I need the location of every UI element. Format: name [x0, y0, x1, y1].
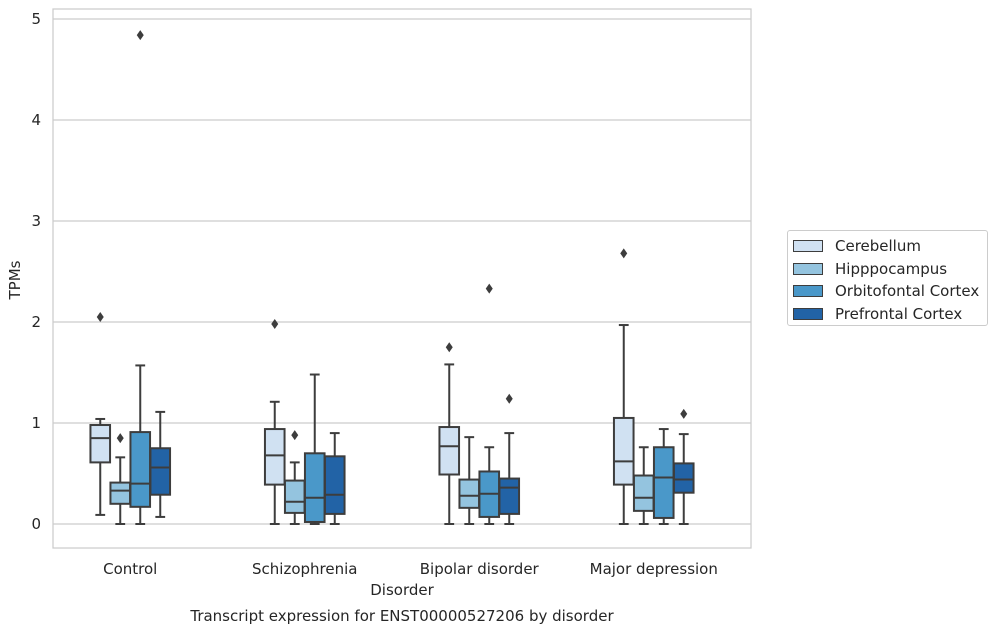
legend-label: Orbitofontal Cortex: [835, 282, 980, 301]
y-tick-labels: 0 1 2 3 4 5: [31, 10, 41, 533]
box-hipppocampus: [283, 430, 306, 525]
box-cerebellum: [89, 311, 112, 516]
y-tick-label: 2: [31, 313, 41, 331]
box-iqr: [632, 474, 655, 512]
legend-label: Prefrontal Cortex: [835, 304, 963, 323]
outlier-point: [136, 30, 144, 41]
box-iqr: [652, 446, 675, 519]
outlier-point: [96, 311, 104, 322]
box-prefrontal-cortex: [149, 410, 172, 518]
box-iqr: [458, 478, 481, 509]
outlier-point: [680, 408, 688, 419]
box-iqr: [149, 447, 172, 496]
outlier-point: [505, 393, 513, 404]
y-tick-label: 0: [31, 515, 41, 533]
box-iqr: [438, 426, 461, 476]
box-orbitofontal-cortex: [652, 428, 675, 525]
x-tick-labels: Control Schizophrenia Bipolar disorder Majo…: [103, 560, 718, 578]
plot-area-frame: [52, 8, 752, 549]
legend-label: Cerebellum: [835, 237, 921, 256]
box-hipppocampus: [458, 436, 481, 525]
box-orbitofontal-cortex: [303, 373, 326, 525]
x-tick-label: Schizophrenia: [252, 560, 357, 578]
legend-swatch: [793, 307, 823, 320]
box-cerebellum: [438, 342, 461, 525]
box-hipppocampus: [109, 433, 132, 525]
box-prefrontal-cortex: [323, 432, 346, 525]
legend-swatch: [793, 285, 823, 298]
box-iqr: [303, 452, 326, 523]
y-tick-label: 4: [31, 111, 41, 129]
legend-label: Hipppocampus: [835, 259, 948, 278]
outlier-point: [620, 248, 628, 259]
boxes: [89, 30, 695, 525]
x-axis-label: Disorder: [370, 581, 434, 599]
box-iqr: [323, 455, 346, 515]
box-cerebellum: [612, 248, 635, 525]
box-iqr: [672, 462, 695, 494]
box-iqr: [129, 431, 152, 508]
box-iqr: [498, 477, 521, 515]
outlier-point: [445, 342, 453, 353]
box-hipppocampus: [632, 446, 655, 525]
chart-title: Transcript expression for ENST0000052720…: [189, 607, 614, 625]
gridlines: [53, 18, 751, 525]
x-tick-label: Control: [103, 560, 157, 578]
outlier-point: [271, 319, 279, 330]
y-tick-label: 5: [31, 10, 41, 28]
y-tick-label: 1: [31, 414, 41, 432]
box-iqr: [109, 481, 132, 505]
outlier-point: [291, 430, 299, 441]
legend-item: Prefrontal Cortex: [793, 303, 987, 326]
legend-item: Orbitofontal Cortex: [793, 280, 987, 303]
y-axis-label: TPMs: [6, 260, 24, 300]
outlier-point: [485, 283, 493, 294]
legend-item: Hipppocampus: [793, 258, 987, 281]
box-prefrontal-cortex: [672, 408, 695, 525]
box-orbitofontal-cortex: [129, 30, 152, 525]
box-orbitofontal-cortex: [478, 283, 501, 525]
legend-swatch: [793, 240, 823, 253]
box-iqr: [612, 416, 635, 486]
outlier-point: [116, 433, 124, 444]
box-iqr: [263, 428, 286, 486]
legend: Cerebellum Hipppocampus Orbitofontal Corte…: [787, 230, 988, 326]
legend-swatch: [793, 262, 823, 275]
box-cerebellum: [263, 319, 286, 525]
x-tick-label: Major depression: [590, 560, 718, 578]
box-prefrontal-cortex: [498, 393, 521, 525]
box-iqr: [283, 479, 306, 514]
box-iqr: [89, 424, 112, 464]
y-tick-label: 3: [31, 212, 41, 230]
x-tick-label: Bipolar disorder: [420, 560, 540, 578]
legend-item: Cerebellum: [793, 235, 987, 258]
